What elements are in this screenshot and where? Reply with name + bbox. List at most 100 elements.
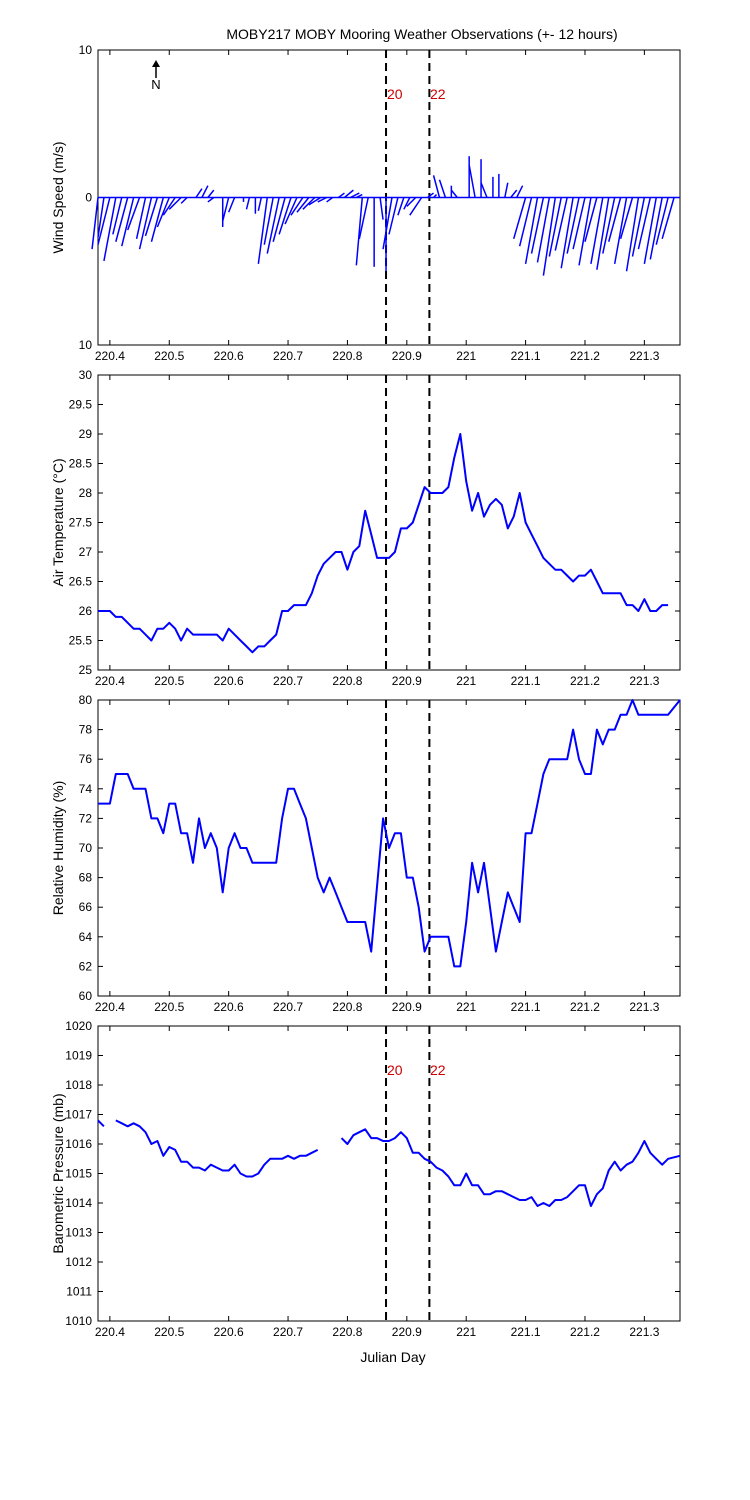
y-tick-label: 64 [79, 930, 93, 944]
wind-vector [355, 197, 364, 266]
barometric-pressure-line [340, 1128, 681, 1207]
x-tick-label: 220.6 [214, 1000, 244, 1014]
wind-vector [97, 197, 105, 238]
x-tick-label: 221.2 [570, 1000, 600, 1014]
y-tick-label: 1012 [65, 1255, 92, 1269]
y-tick-label: 29 [79, 427, 93, 441]
y-axis-label: Wind Speed (m/s) [50, 141, 66, 253]
y-tick-label: 60 [79, 989, 93, 1003]
y-tick-label: 1020 [65, 1019, 92, 1033]
wind-vector [195, 188, 203, 198]
x-tick-label: 220.7 [273, 349, 303, 363]
wind-vector [536, 197, 551, 263]
wind-vector [649, 197, 663, 260]
x-tick-label: 220.4 [95, 349, 125, 363]
y-tick-label: 72 [79, 811, 93, 825]
wind-vector [356, 193, 363, 199]
y-axis-label: Air Temperature (°C) [50, 458, 66, 586]
x-tick-label: 220.4 [95, 674, 125, 688]
wind-vector [409, 197, 423, 216]
wind-vector [438, 179, 447, 198]
wind-vector [121, 197, 135, 247]
wind-vector [572, 197, 586, 250]
y-tick-label: 1018 [65, 1078, 92, 1092]
y-tick-label: 28 [79, 486, 93, 500]
y-tick-label: 1017 [65, 1108, 92, 1122]
wind-vector [548, 197, 562, 257]
wind-vector [468, 164, 476, 198]
x-tick-label: 220.7 [273, 674, 303, 688]
vline-label-20-pressure: 20 [387, 1062, 403, 1078]
y-tick-label: 10 [79, 338, 93, 352]
wind-vector [257, 197, 268, 264]
air-temperature-line [98, 433, 669, 654]
wind-vector [432, 175, 441, 198]
wind-vector [608, 197, 622, 242]
y-tick-label: 26.5 [69, 575, 93, 589]
y-tick-label: 80 [79, 693, 93, 707]
y-tick-label: 1011 [66, 1285, 92, 1299]
wind-vector [524, 197, 539, 265]
wind-vector [257, 197, 263, 211]
y-tick-label: 1013 [65, 1226, 92, 1240]
wind-vector [263, 197, 274, 245]
x-tick-label: 221.2 [570, 349, 600, 363]
x-tick-label: 220.8 [332, 674, 362, 688]
wind-vector [590, 197, 604, 265]
wind-vector [619, 197, 634, 240]
wind-vector [245, 197, 251, 210]
wind-vector [560, 197, 574, 269]
barometric-pressure-line [115, 1119, 319, 1178]
wind-vector [397, 197, 405, 216]
wind-vector [602, 197, 616, 254]
y-tick-label: 10 [79, 43, 93, 57]
wind-vector [661, 197, 675, 240]
wind-vector [518, 197, 533, 247]
y-tick-label: 1019 [65, 1049, 92, 1063]
wind-vector [221, 197, 230, 222]
wind-vector [596, 197, 610, 270]
wind-vector [584, 197, 598, 242]
x-tick-label: 221.3 [629, 1325, 659, 1339]
y-tick-label: 1014 [65, 1196, 92, 1210]
x-tick-label: 221.3 [629, 1000, 659, 1014]
wind-vector [296, 197, 310, 213]
wind-vector [406, 196, 417, 207]
wind-vector [272, 197, 286, 242]
wind-vector [180, 196, 188, 204]
y-tick-label: 74 [79, 782, 93, 796]
x-tick-label: 220.7 [273, 1000, 303, 1014]
x-tick-label: 221.1 [511, 1325, 541, 1339]
wind-vector [290, 197, 304, 216]
x-tick-label: 220.5 [154, 674, 184, 688]
north-arrow-head [152, 60, 160, 67]
wind-vector [317, 196, 327, 203]
wind-vector [138, 197, 153, 250]
y-tick-label: 26 [79, 604, 93, 618]
north-label: N [151, 77, 160, 92]
x-tick-label: 221.3 [629, 349, 659, 363]
wind-vector [382, 197, 393, 250]
wind-vector [150, 197, 165, 242]
y-tick-label: 78 [79, 723, 93, 737]
x-tick-label: 221.1 [511, 349, 541, 363]
vline-label-20: 20 [387, 86, 403, 102]
y-tick-label: 1010 [65, 1314, 92, 1328]
wind-vector [388, 197, 399, 235]
wind-vector [631, 197, 646, 257]
relative-humidity-panel: 60 62 64 66 68 70 72 74 76 78 80 220.4 220.5 220.6 220… [50, 693, 681, 1014]
x-tick-label: 220.9 [392, 349, 422, 363]
wind-vector [403, 197, 411, 210]
x-tick-label: 220.8 [332, 349, 362, 363]
y-tick-label: 27.5 [69, 516, 93, 530]
y-tick-label: 30 [79, 368, 93, 382]
wind-vector [115, 197, 129, 242]
x-tick-label: 220.7 [273, 1325, 303, 1339]
x-tick-label: 220.9 [392, 1325, 422, 1339]
x-tick-label: 220.5 [154, 1325, 184, 1339]
wind-vector [578, 197, 592, 266]
wind-vector [450, 189, 458, 198]
x-tick-label: 221 [456, 349, 476, 363]
x-tick-label: 220.6 [214, 1325, 244, 1339]
wind-vector [308, 196, 322, 206]
